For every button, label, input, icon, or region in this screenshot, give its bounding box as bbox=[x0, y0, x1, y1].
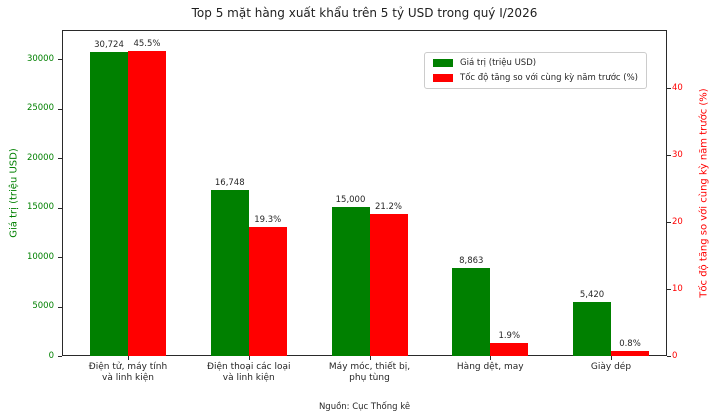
y-tick-label-right: 10 bbox=[672, 283, 683, 294]
y-tick-right bbox=[667, 88, 671, 89]
bar-value-label: 16,748 bbox=[214, 178, 245, 188]
bar-growth-label: 45.5% bbox=[133, 39, 161, 49]
legend-label-value: Giá trị (triệu USD) bbox=[460, 58, 537, 68]
x-category-label: Điện thoại các loại và linh kiện bbox=[207, 362, 291, 383]
x-category-label: Giày dép bbox=[590, 362, 632, 372]
x-tick bbox=[128, 356, 129, 360]
x-category-label: Điện tử, máy tính và linh kiện bbox=[88, 362, 168, 383]
bar-growth bbox=[369, 214, 408, 356]
legend-label-growth: Tốc độ tăng so với cùng kỳ năm trước (%) bbox=[460, 73, 638, 83]
plot-spine-left bbox=[62, 30, 63, 356]
y-tick-right bbox=[667, 289, 671, 290]
y-tick-label-right: 0 bbox=[672, 350, 678, 361]
y-tick-left bbox=[58, 207, 62, 209]
legend-item-growth: Tốc độ tăng so với cùng kỳ năm trước (%) bbox=[433, 73, 638, 83]
x-category-label: Máy móc, thiết bị, phụ tùng bbox=[328, 362, 411, 383]
bar-growth bbox=[490, 343, 529, 356]
x-tick bbox=[490, 356, 492, 360]
y-tick-label-left: 15000 bbox=[26, 202, 54, 212]
y-axis-label-right: Tốc độ tăng so với cùng kỳ năm trước (%) bbox=[698, 88, 710, 298]
bar-value-label: 15,000 bbox=[335, 195, 366, 205]
bar-value bbox=[573, 302, 611, 356]
x-category-label: Hàng dệt, may bbox=[456, 362, 524, 372]
y-tick-right bbox=[667, 222, 671, 223]
source-note: Nguồn: Cục Thống kê bbox=[318, 402, 411, 412]
bar-value-label: 5,420 bbox=[579, 290, 605, 300]
y-tick-label-right: 30 bbox=[672, 149, 683, 160]
bar-growth-label: 19.3% bbox=[254, 215, 282, 225]
legend-swatch-red bbox=[433, 74, 453, 82]
bar-value-label: 30,724 bbox=[94, 40, 124, 50]
y-tick-label-left: 10000 bbox=[26, 251, 54, 262]
bar-value bbox=[452, 268, 491, 356]
bar-growth-label: 21.2% bbox=[374, 202, 402, 212]
chart-title: Top 5 mặt hàng xuất khẩu trên 5 tỷ USD t… bbox=[191, 6, 538, 20]
y-tick-label-left: 5000 bbox=[32, 301, 54, 311]
y-tick-left bbox=[58, 306, 62, 308]
y-tick-left bbox=[58, 59, 62, 60]
plot-spine-top bbox=[62, 30, 667, 31]
bar-value-label: 8,863 bbox=[459, 256, 484, 266]
x-tick bbox=[248, 356, 250, 360]
y-tick-left bbox=[58, 257, 62, 258]
y-tick-label-right: 20 bbox=[672, 216, 683, 227]
y-tick-label-left: 20000 bbox=[26, 152, 54, 163]
bar-growth bbox=[611, 351, 649, 356]
y-tick-label-left: 30000 bbox=[26, 53, 54, 64]
legend-swatch-green bbox=[433, 59, 453, 67]
bar-growth bbox=[128, 51, 166, 356]
y-tick-left bbox=[58, 158, 62, 159]
plot-spine-right bbox=[666, 30, 667, 356]
y-tick-label-left: 0 bbox=[48, 350, 54, 361]
y-tick-right bbox=[667, 356, 671, 357]
bar-value bbox=[331, 207, 370, 356]
y-tick-right bbox=[667, 155, 671, 156]
bar-growth bbox=[248, 227, 287, 356]
x-tick bbox=[369, 356, 371, 360]
bar-growth-label: 1.9% bbox=[498, 331, 521, 341]
legend: Giá trị (triệu USD) Tốc độ tăng so với c… bbox=[424, 52, 647, 89]
bar-value bbox=[90, 52, 128, 356]
x-tick bbox=[611, 356, 612, 360]
bar-value bbox=[210, 190, 249, 356]
bar-growth-label: 0.8% bbox=[619, 339, 641, 349]
y-tick-left bbox=[58, 356, 62, 357]
y-tick-label-left: 25000 bbox=[26, 103, 54, 113]
y-tick-left bbox=[58, 108, 62, 110]
legend-item-value: Giá trị (triệu USD) bbox=[433, 58, 638, 68]
y-tick-label-right: 40 bbox=[672, 82, 683, 93]
